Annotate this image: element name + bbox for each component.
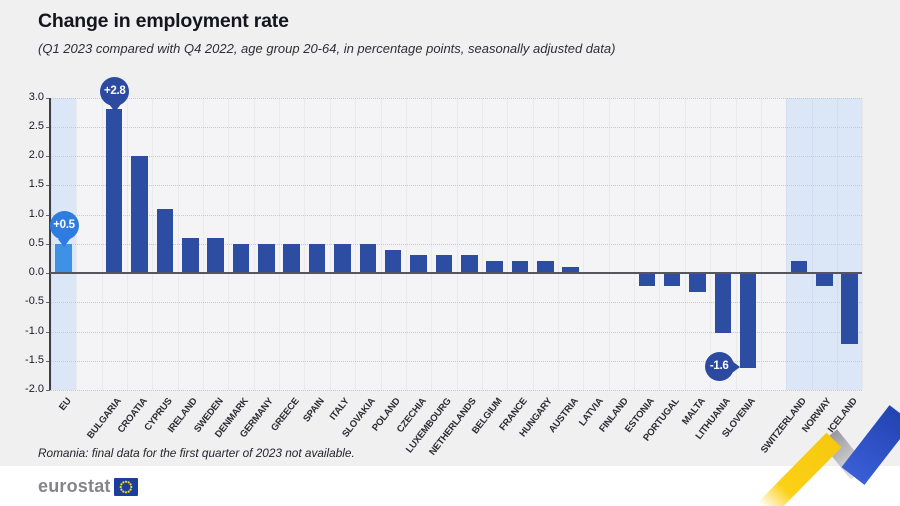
y-tick-mark (45, 243, 50, 245)
bar-spain (308, 243, 326, 273)
column-separator (862, 97, 864, 390)
footer-strip (0, 466, 900, 506)
bar-norway (816, 274, 833, 286)
bar-poland (384, 249, 402, 273)
gridline--0.5 (50, 302, 863, 304)
y-tick-label: 3.0 (28, 90, 44, 103)
y-tick-label: 2.0 (28, 149, 44, 161)
bar-greece (283, 243, 300, 273)
y-tick-mark (45, 331, 50, 333)
callout-tail (58, 238, 70, 247)
bar-hungary (537, 261, 554, 273)
y-tick-mark (45, 97, 50, 99)
bar-eu (55, 243, 72, 273)
y-tick-label: 2.5 (28, 119, 44, 132)
bar-switzerland (790, 261, 808, 273)
y-tick-mark (45, 156, 50, 157)
gridline-2.5 (50, 126, 863, 128)
y-tick-label: 1.0 (28, 207, 44, 220)
bar-croatia (131, 156, 148, 273)
y-tick-label: 1.5 (28, 178, 44, 191)
gridline-1.0 (50, 214, 863, 216)
bar-germany (258, 243, 275, 273)
bar-ireland (182, 237, 199, 273)
footnote-romania: Romania: final data for the first quarte… (38, 446, 355, 460)
callout-eu: +0.5 (49, 211, 79, 241)
y-tick-label: -1.0 (25, 324, 44, 337)
bar-denmark (232, 243, 250, 273)
bar-malta (689, 274, 706, 292)
bar-lithuania (714, 274, 732, 333)
y-tick-label: 0.5 (28, 236, 44, 249)
bar-france (511, 261, 529, 273)
y-tick-mark (45, 302, 50, 304)
y-tick-label: -2.0 (25, 383, 44, 395)
y-tick-mark (45, 273, 50, 274)
callout-tail (732, 360, 741, 373)
callout-bulgaria: +2.8 (100, 76, 130, 106)
bar-slovakia (359, 243, 377, 273)
bar-cyprus (156, 208, 174, 273)
bar-iceland (841, 274, 858, 345)
callout-slovenia: -1.6 (704, 352, 734, 382)
eu-flag-icon (114, 478, 138, 496)
y-tick-mark (45, 185, 50, 187)
y-tick-mark (45, 390, 50, 391)
bar-sweden (207, 237, 224, 273)
gridline--2.0 (50, 390, 863, 391)
y-tick-mark (45, 214, 50, 216)
y-tick-label: -0.5 (25, 295, 44, 308)
bar-austria (562, 267, 579, 273)
gridline--1.0 (50, 331, 863, 333)
bar-estonia (638, 274, 656, 286)
chart-subtitle: (Q1 2023 compared with Q4 2022, age grou… (38, 41, 616, 56)
bar-czechia (410, 255, 427, 273)
y-tick-label: -1.5 (25, 353, 44, 366)
y-tick-mark (45, 126, 50, 128)
y-axis-line (49, 97, 51, 390)
y-tick-mark (45, 360, 50, 362)
bar-belgium (486, 261, 503, 273)
gridline--1.5 (50, 360, 863, 362)
bar-portugal (663, 274, 681, 286)
bar-slovenia (739, 274, 757, 368)
gridline-0.5 (50, 243, 863, 245)
callout-tail (108, 104, 121, 113)
trend-zigzag-icon (757, 405, 900, 506)
bar-italy (334, 243, 351, 273)
y-tick-label: 0.0 (28, 266, 44, 278)
chart-title: Change in employment rate (38, 10, 289, 32)
zero-line (50, 272, 863, 274)
gridline-1.5 (50, 185, 863, 187)
eurostat-logo-text: eurostat (38, 476, 111, 496)
bar-netherlands (461, 255, 478, 273)
bar-luxembourg (435, 255, 453, 273)
bar-bulgaria (105, 109, 123, 273)
gridline-2.0 (50, 156, 863, 157)
gridline-3.0 (50, 97, 863, 99)
